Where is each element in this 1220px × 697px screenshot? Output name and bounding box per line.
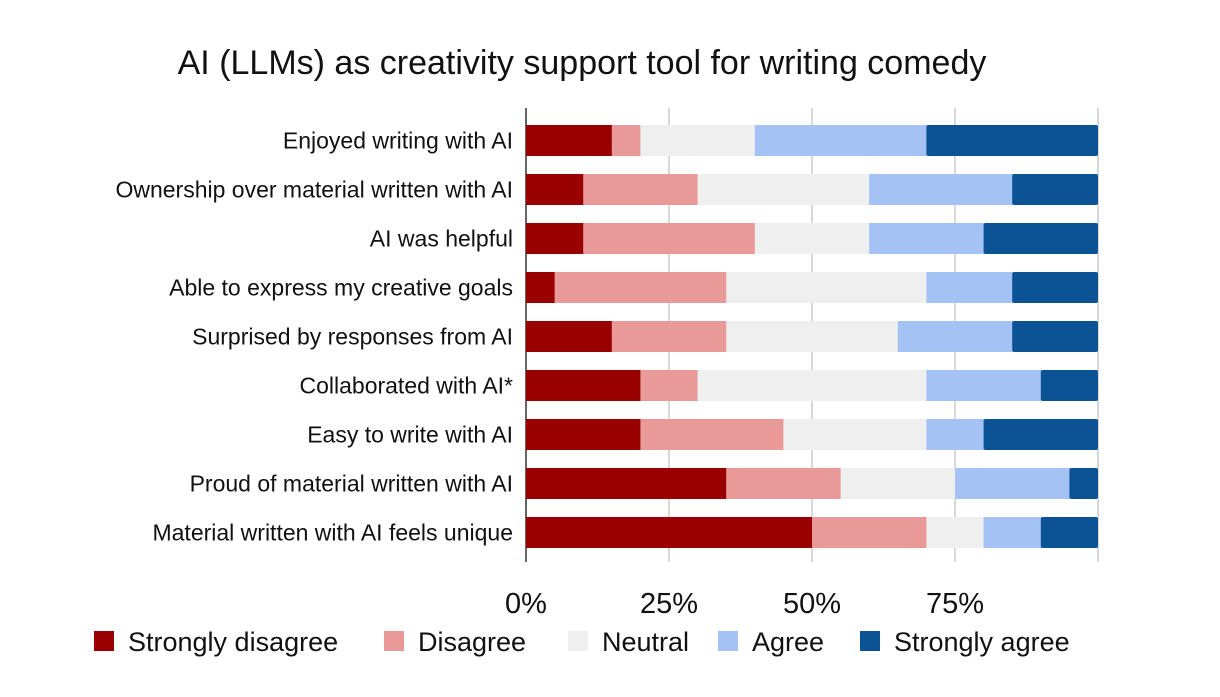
bar-segment: [526, 321, 613, 352]
bar-segment: [869, 174, 1013, 205]
legend-swatch: [94, 631, 114, 651]
bar-segment: [611, 321, 727, 352]
category-label: Proud of material written with AI: [190, 471, 513, 497]
bar-segment: [526, 468, 727, 499]
bar-segment: [1012, 272, 1098, 303]
category-label: Surprised by responses from AI: [192, 324, 513, 350]
bar-segment: [1069, 468, 1098, 499]
bar-segment: [783, 419, 927, 450]
bar-segment: [926, 370, 1042, 401]
category-label: AI was helpful: [370, 226, 513, 252]
bar-segment: [526, 125, 613, 156]
bar-segment: [754, 125, 927, 156]
bar-segment: [526, 174, 584, 205]
bar-segment: [526, 223, 584, 254]
category-label: Collaborated with AI*: [299, 373, 513, 399]
legend-item: Neutral: [568, 627, 689, 657]
bar-segment: [955, 468, 1070, 499]
x-tick-label: 25%: [640, 588, 698, 620]
legend-swatch: [860, 631, 880, 651]
bar-segment: [526, 370, 641, 401]
category-label: Ownership over material written with AI: [115, 177, 513, 203]
bar-segment: [983, 223, 1098, 254]
bar-segment: [697, 174, 870, 205]
chart-title: AI (LLMs) as creativity support tool for…: [178, 44, 987, 82]
bar-segment: [640, 125, 756, 156]
x-tick-label: 50%: [783, 588, 841, 620]
legend-swatch: [384, 631, 404, 651]
bar-segment: [726, 272, 927, 303]
bar-segment: [726, 321, 899, 352]
legend-item: Strongly disagree: [94, 627, 338, 657]
category-label: Enjoyed writing with AI: [283, 128, 513, 154]
legend-swatch: [568, 631, 588, 651]
bars: [526, 125, 1098, 548]
x-tick-label: 0%: [505, 588, 547, 620]
category-label: Easy to write with AI: [307, 422, 513, 448]
category-labels: Enjoyed writing with AI Ownership over ma…: [115, 128, 513, 546]
bar-segment: [526, 272, 556, 303]
x-tick-labels: 0% 25% 50% 75%: [505, 588, 984, 620]
bar-segment: [640, 419, 784, 450]
bar-segment: [926, 125, 1098, 156]
bar-segment: [926, 419, 985, 450]
bar-segment: [926, 272, 1013, 303]
bar-segment: [526, 517, 813, 548]
legend-item: Strongly agree: [860, 627, 1070, 657]
bar-segment: [983, 419, 1098, 450]
legend-label: Agree: [752, 627, 824, 657]
legend-label: Neutral: [602, 627, 689, 657]
bar-segment: [869, 223, 985, 254]
legend-label: Disagree: [418, 627, 526, 657]
bar-segment: [840, 468, 956, 499]
legend-swatch: [718, 631, 738, 651]
bar-segment: [926, 517, 985, 548]
category-label: Able to express my creative goals: [169, 275, 513, 301]
bar-segment: [583, 223, 756, 254]
bar-segment: [554, 272, 727, 303]
category-label: Material written with AI feels unique: [152, 520, 513, 546]
bar-segment: [754, 223, 870, 254]
x-tick-label: 75%: [926, 588, 984, 620]
legend-item: Agree: [718, 627, 824, 657]
bar-segment: [526, 419, 641, 450]
bar-segment: [983, 517, 1042, 548]
bar-segment: [897, 321, 1013, 352]
bar-segment: [1040, 517, 1098, 548]
legend-label: Strongly agree: [894, 627, 1070, 657]
bar-segment: [1012, 321, 1098, 352]
legend-label: Strongly disagree: [128, 627, 338, 657]
bar-segment: [726, 468, 842, 499]
legend-item: Disagree: [384, 627, 526, 657]
bar-segment: [583, 174, 699, 205]
bar-segment: [640, 370, 699, 401]
bar-segment: [697, 370, 927, 401]
bar-segment: [1012, 174, 1098, 205]
legend: Strongly disagree Disagree Neutral Agree Str…: [94, 627, 1070, 657]
bar-segment: [611, 125, 641, 156]
bar-segment: [812, 517, 927, 548]
bar-segment: [1040, 370, 1098, 401]
